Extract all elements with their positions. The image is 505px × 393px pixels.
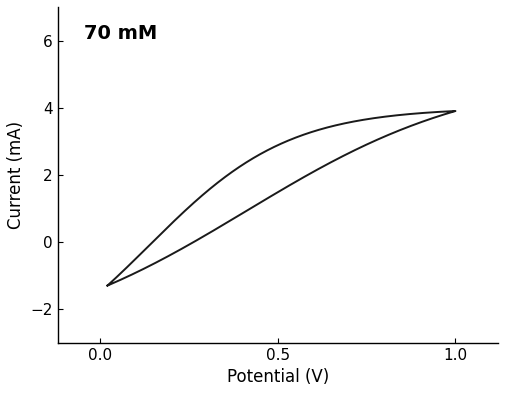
X-axis label: Potential (V): Potential (V)	[227, 368, 329, 386]
Y-axis label: Current (mA): Current (mA)	[7, 121, 25, 229]
Text: 70 mM: 70 mM	[84, 24, 158, 43]
